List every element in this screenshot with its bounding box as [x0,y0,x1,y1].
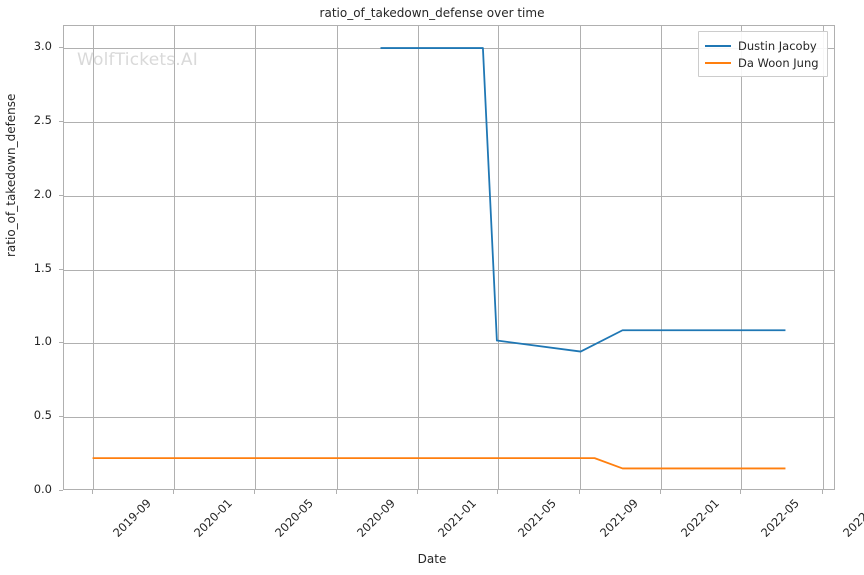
x-tick-mark [417,490,418,494]
grid-line-vertical [498,26,499,489]
x-tick-label: 2020-01 [191,496,235,540]
x-tick-mark [335,490,337,494]
grid-line-horizontal [64,195,834,197]
y-tick-mark [59,268,63,270]
y-tick-label: 0.5 [33,408,52,423]
grid-line-horizontal [64,269,834,271]
legend-item[interactable]: Dustin Jacoby [705,37,819,54]
x-tick-label: 2019-09 [109,496,154,540]
grid-line-horizontal [64,343,834,345]
legend-label-dustin-jacoby: Dustin Jacoby [738,38,817,53]
x-tick-mark [660,490,662,494]
grid-line-vertical [336,26,338,489]
plot-area: WolfTickets.AI [63,25,835,490]
legend-swatch-da-woon-jung [705,61,731,64]
y-tick-mark [59,342,63,344]
grid-line-vertical [418,26,419,489]
legend-item[interactable]: Da Woon Jung [705,54,819,71]
x-tick-label: 2020-09 [353,496,398,540]
y-tick-label: 2.5 [33,112,52,127]
grid-line-vertical [92,26,94,489]
x-tick-label: 2022-05 [758,496,803,540]
x-axis-label: Date [417,552,447,566]
grid-line-vertical [580,26,581,489]
grid-line-vertical [741,26,743,489]
legend-swatch-dustin-jacoby [705,44,731,47]
y-tick-label: 0.0 [33,482,52,496]
grid-line-vertical [661,26,663,489]
grid-line-vertical [174,26,175,489]
x-tick-label: 2021-09 [597,496,641,540]
series-line-dustin-jacoby [380,47,786,353]
y-tick-mark [59,194,63,196]
x-tick-mark [91,490,93,494]
data-lines [92,47,786,470]
x-tick-label: 2022-01 [678,496,723,540]
x-tick-mark [740,490,742,494]
grid-line-horizontal [64,417,834,419]
y-tick-label: 1.5 [33,260,52,275]
y-tick-mark [59,416,63,418]
y-tick-mark [59,490,63,491]
grid-line-vertical [823,26,825,489]
x-tick-mark [173,490,174,494]
grid-line-horizontal [64,121,834,123]
chart-title: ratio_of_takedown_defense over time [319,6,545,20]
y-tick-label: 1.0 [33,334,52,349]
x-tick-mark [822,490,824,494]
y-tick-mark [59,120,63,122]
series-line-da-woon-jung [92,457,786,470]
y-tick-mark [59,47,63,49]
x-tick-label: 2020-05 [271,496,316,540]
x-tick-mark [253,490,255,494]
x-tick-label: 2022-09 [840,496,864,540]
x-tick-mark [579,490,580,494]
x-tick-label: 2021-01 [435,496,479,540]
legend-label-da-woon-jung: Da Woon Jung [738,55,819,70]
x-tick-label: 2021-05 [515,496,559,540]
x-tick-mark [497,490,498,494]
grid-line-vertical [254,26,256,489]
y-tick-label: 3.0 [33,39,52,54]
y-tick-label: 2.0 [33,186,52,201]
chart-legend: Dustin Jacoby Da Woon Jung [698,31,828,77]
